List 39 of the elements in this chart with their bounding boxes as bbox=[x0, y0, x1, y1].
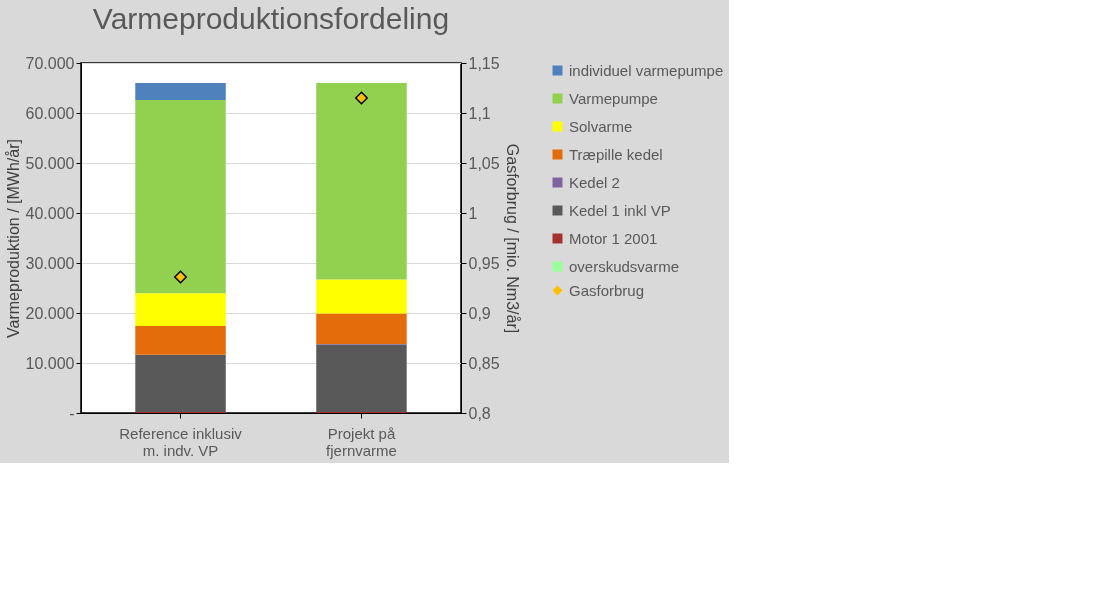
bar bbox=[316, 279, 407, 314]
y2-tick-label: 0,8 bbox=[468, 404, 491, 422]
legend-label: Motor 1 2001 bbox=[569, 229, 658, 247]
y2-tick-label: 1,15 bbox=[468, 54, 500, 72]
legend-label: Kedel 1 inkl VP bbox=[569, 201, 671, 219]
legend-label: Kedel 2 bbox=[569, 173, 620, 191]
y2-tick-label: 1 bbox=[468, 204, 478, 222]
bar bbox=[135, 326, 226, 355]
y2-axis-title: Gasforbrug / [mio. Nm3/år] bbox=[503, 143, 521, 334]
y-axis-title: Varmeproduktion / [MWh/år] bbox=[4, 139, 22, 338]
y-tick-label: 60.000 bbox=[25, 104, 75, 122]
y-tick-label: 50.000 bbox=[25, 154, 75, 172]
legend-label: Træpille kedel bbox=[569, 145, 663, 163]
y-tick-label: 20.000 bbox=[25, 304, 75, 322]
bar bbox=[316, 313, 407, 344]
y2-tick-label: 1,1 bbox=[468, 104, 491, 122]
bar bbox=[135, 83, 226, 100]
legend-label: Varmepumpe bbox=[569, 89, 658, 107]
x-tick-label: Reference inklusiv m. indv. VP bbox=[119, 424, 243, 459]
y2-tick-label: 0,95 bbox=[468, 254, 500, 272]
y-tick-label: - bbox=[69, 404, 75, 422]
bar bbox=[316, 83, 407, 280]
y-tick-label: 30.000 bbox=[25, 254, 75, 272]
legend-label: individuel varmepumpe bbox=[569, 61, 724, 79]
x-tick-label: Projekt på fjernvarme bbox=[326, 424, 397, 459]
bar bbox=[135, 293, 226, 326]
legend-label: Solvarme bbox=[569, 117, 633, 135]
bar bbox=[316, 344, 407, 412]
y2-tick-label: 1,05 bbox=[468, 154, 500, 172]
bar bbox=[135, 354, 226, 412]
y-tick-label: 70.000 bbox=[25, 54, 75, 72]
y-tick-label: 10.000 bbox=[25, 354, 75, 372]
bar bbox=[135, 100, 226, 294]
y-tick-label: 40.000 bbox=[25, 204, 75, 222]
legend-label: Gasforbrug bbox=[569, 281, 645, 299]
chart-title: Varmeproduktionsfordeling bbox=[92, 2, 450, 35]
y2-tick-label: 0,9 bbox=[468, 304, 491, 322]
y2-tick-label: 0,85 bbox=[468, 354, 500, 372]
legend-label: overskudsvarme bbox=[569, 257, 680, 275]
